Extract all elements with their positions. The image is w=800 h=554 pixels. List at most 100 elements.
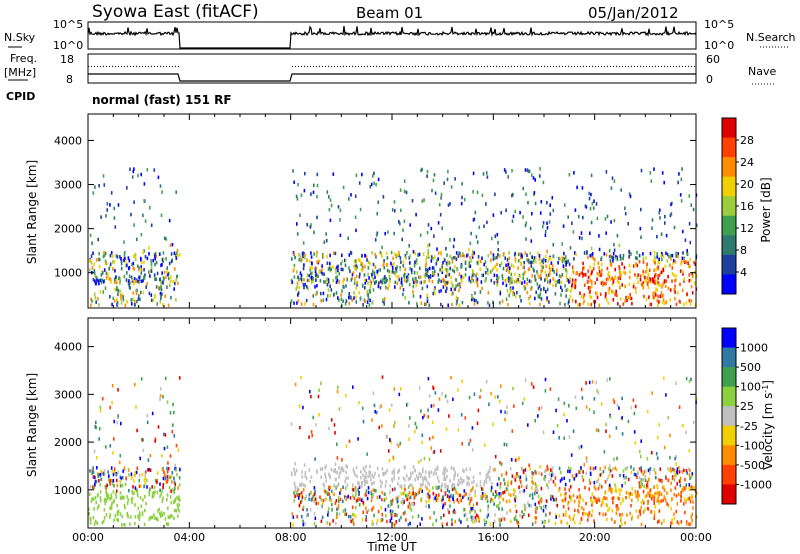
scatter-cell bbox=[490, 278, 493, 283]
scatter-cell bbox=[293, 498, 295, 503]
scatter-cell bbox=[502, 491, 504, 495]
scatter-cell bbox=[533, 256, 536, 260]
scatter-cell bbox=[515, 279, 518, 284]
scatter-cell bbox=[539, 295, 541, 299]
scatter-cell bbox=[485, 520, 488, 525]
scatter-cell bbox=[492, 422, 494, 427]
scatter-cell bbox=[293, 491, 295, 495]
scatter-cell bbox=[497, 240, 499, 245]
scatter-cell bbox=[360, 470, 362, 474]
scatter-cell bbox=[160, 510, 163, 515]
scatter-cell bbox=[148, 492, 151, 497]
scatter-cell bbox=[472, 486, 474, 490]
scatter-cell bbox=[169, 454, 172, 458]
scatter-cell bbox=[609, 259, 612, 263]
scatter-cell bbox=[355, 264, 357, 268]
scatter-cell bbox=[468, 247, 470, 252]
scatter-cell bbox=[159, 277, 161, 281]
scatter-cell bbox=[644, 279, 646, 283]
scatter-cell bbox=[646, 485, 649, 489]
scatter-cell bbox=[606, 504, 609, 508]
scatter-cell bbox=[107, 272, 109, 277]
scatter-cell bbox=[519, 513, 521, 518]
colorbar-segment bbox=[722, 118, 736, 139]
scatter-cell bbox=[548, 256, 551, 261]
scatter-cell bbox=[478, 517, 481, 521]
scatter-cell bbox=[453, 499, 455, 504]
scatter-cell bbox=[438, 484, 441, 489]
scatter-cell bbox=[413, 264, 416, 268]
nave-dot bbox=[670, 66, 671, 67]
scatter-cell bbox=[520, 252, 522, 257]
scatter-cell bbox=[448, 414, 450, 418]
scatter-cell bbox=[688, 273, 691, 277]
scatter-cell bbox=[349, 515, 352, 519]
scatter-cell bbox=[299, 255, 302, 259]
scatter-cell bbox=[661, 257, 663, 262]
scatter-cell bbox=[582, 215, 584, 220]
scatter-cell bbox=[447, 169, 449, 174]
scatter-cell bbox=[499, 461, 501, 465]
scatter-cell bbox=[692, 274, 694, 279]
nave-dot bbox=[148, 66, 149, 67]
scatter-cell bbox=[558, 488, 560, 493]
colorbar-tick-label: -1000 bbox=[740, 478, 772, 491]
scatter-cell bbox=[446, 177, 449, 182]
scatter-cell bbox=[560, 470, 562, 475]
scatter-cell bbox=[597, 479, 599, 484]
scatter-cell bbox=[329, 498, 332, 502]
scatter-cell bbox=[298, 493, 301, 497]
scatter-cell bbox=[377, 269, 379, 273]
scatter-cell bbox=[397, 252, 400, 256]
scatter-cell bbox=[505, 208, 507, 212]
scatter-cell bbox=[365, 489, 368, 493]
scatter-cell bbox=[469, 438, 472, 443]
scatter-cell bbox=[589, 231, 591, 235]
scatter-cell bbox=[442, 503, 445, 507]
scatter-cell bbox=[526, 253, 528, 257]
scatter-cell bbox=[121, 475, 124, 480]
scatter-cell bbox=[174, 486, 176, 491]
scatter-cell bbox=[600, 281, 603, 285]
scatter-cell bbox=[360, 268, 363, 272]
scatter-cell bbox=[136, 237, 138, 242]
scatter-cell bbox=[303, 253, 305, 257]
scatter-cell bbox=[453, 287, 456, 292]
nave-dot bbox=[298, 66, 299, 67]
cpid-label: CPID bbox=[6, 90, 35, 103]
scatter-cell bbox=[299, 271, 302, 275]
scatter-cell bbox=[653, 494, 656, 498]
scatter-cell bbox=[351, 512, 354, 517]
scatter-cell bbox=[539, 261, 542, 266]
scatter-cell bbox=[599, 292, 602, 296]
scatter-cell bbox=[472, 475, 475, 480]
scatter-cell bbox=[110, 466, 113, 470]
scatter-cell bbox=[633, 282, 635, 287]
scatter-cell bbox=[163, 470, 165, 474]
scatter-cell bbox=[177, 281, 179, 286]
scatter-cell bbox=[296, 281, 299, 285]
scatter-cell bbox=[432, 403, 435, 408]
scatter-cell bbox=[119, 276, 121, 281]
scatter-cell bbox=[618, 280, 620, 285]
scatter-cell bbox=[332, 469, 335, 473]
scatter-cell bbox=[163, 473, 166, 477]
scatter-cell bbox=[394, 420, 396, 425]
scatter-cell bbox=[653, 516, 656, 521]
scatter-cell bbox=[408, 282, 411, 287]
x-tick-label: 08:00 bbox=[275, 531, 307, 544]
scatter-cell bbox=[383, 280, 386, 285]
scatter-cell bbox=[454, 510, 456, 514]
scatter-cell bbox=[564, 496, 567, 501]
scatter-cell bbox=[661, 294, 664, 298]
scatter-cell bbox=[179, 467, 181, 472]
nave-dot bbox=[334, 66, 335, 67]
scatter-cell bbox=[411, 515, 414, 519]
scatter-cell bbox=[94, 479, 97, 484]
scatter-cell bbox=[561, 288, 563, 293]
scatter-cell bbox=[548, 472, 551, 476]
scatter-cell bbox=[130, 497, 133, 502]
scatter-cell bbox=[375, 255, 377, 259]
scatter-cell bbox=[364, 475, 366, 479]
scatter-cell bbox=[611, 509, 614, 513]
